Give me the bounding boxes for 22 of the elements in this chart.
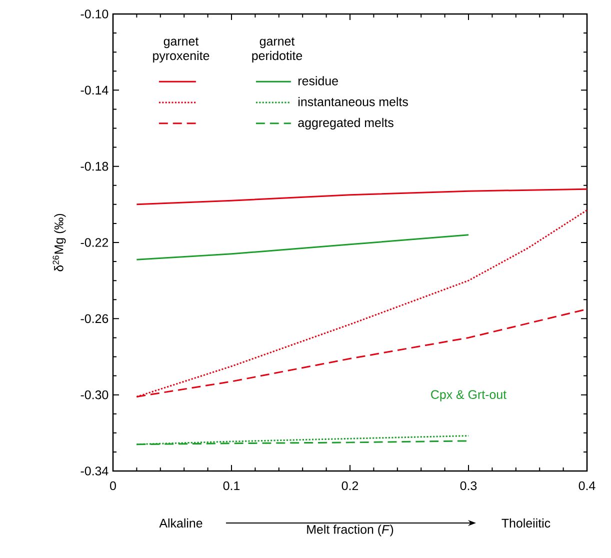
legend-label: residue (298, 76, 338, 86)
x-axis-title: Melt fraction (F) (307, 524, 394, 536)
x-tick-label: 0.3 (460, 481, 477, 490)
y-tick-label: -0.30 (80, 390, 108, 400)
x-tick-label: 0 (110, 481, 116, 490)
annotation: garnet peridotite (252, 37, 302, 63)
y-tick-label: -0.22 (80, 238, 108, 247)
annotation: Cpx & Grt-out (431, 390, 506, 402)
y-tick-label: -0.10 (80, 10, 108, 18)
x-tick-label: 0.4 (578, 481, 596, 490)
y-axis-title: δ$^{26}$Mg (‰) (52, 214, 66, 272)
x-tick-label: 0.2 (342, 481, 358, 490)
x-tick-label: 0.1 (223, 481, 240, 490)
text: Alkaline (159, 518, 202, 528)
y-tick-label: -0.26 (80, 314, 108, 324)
y-tick-label: -0.18 (80, 162, 108, 171)
legend-label: aggregated melts (298, 118, 394, 130)
y-tick-label: -0.34 (80, 466, 108, 476)
annotation: garnet pyroxenite (153, 37, 210, 63)
y-tick-label: -0.14 (80, 86, 108, 95)
legend-label: instantaneous melts (298, 97, 408, 106)
text: Tholeiitic (502, 518, 550, 528)
